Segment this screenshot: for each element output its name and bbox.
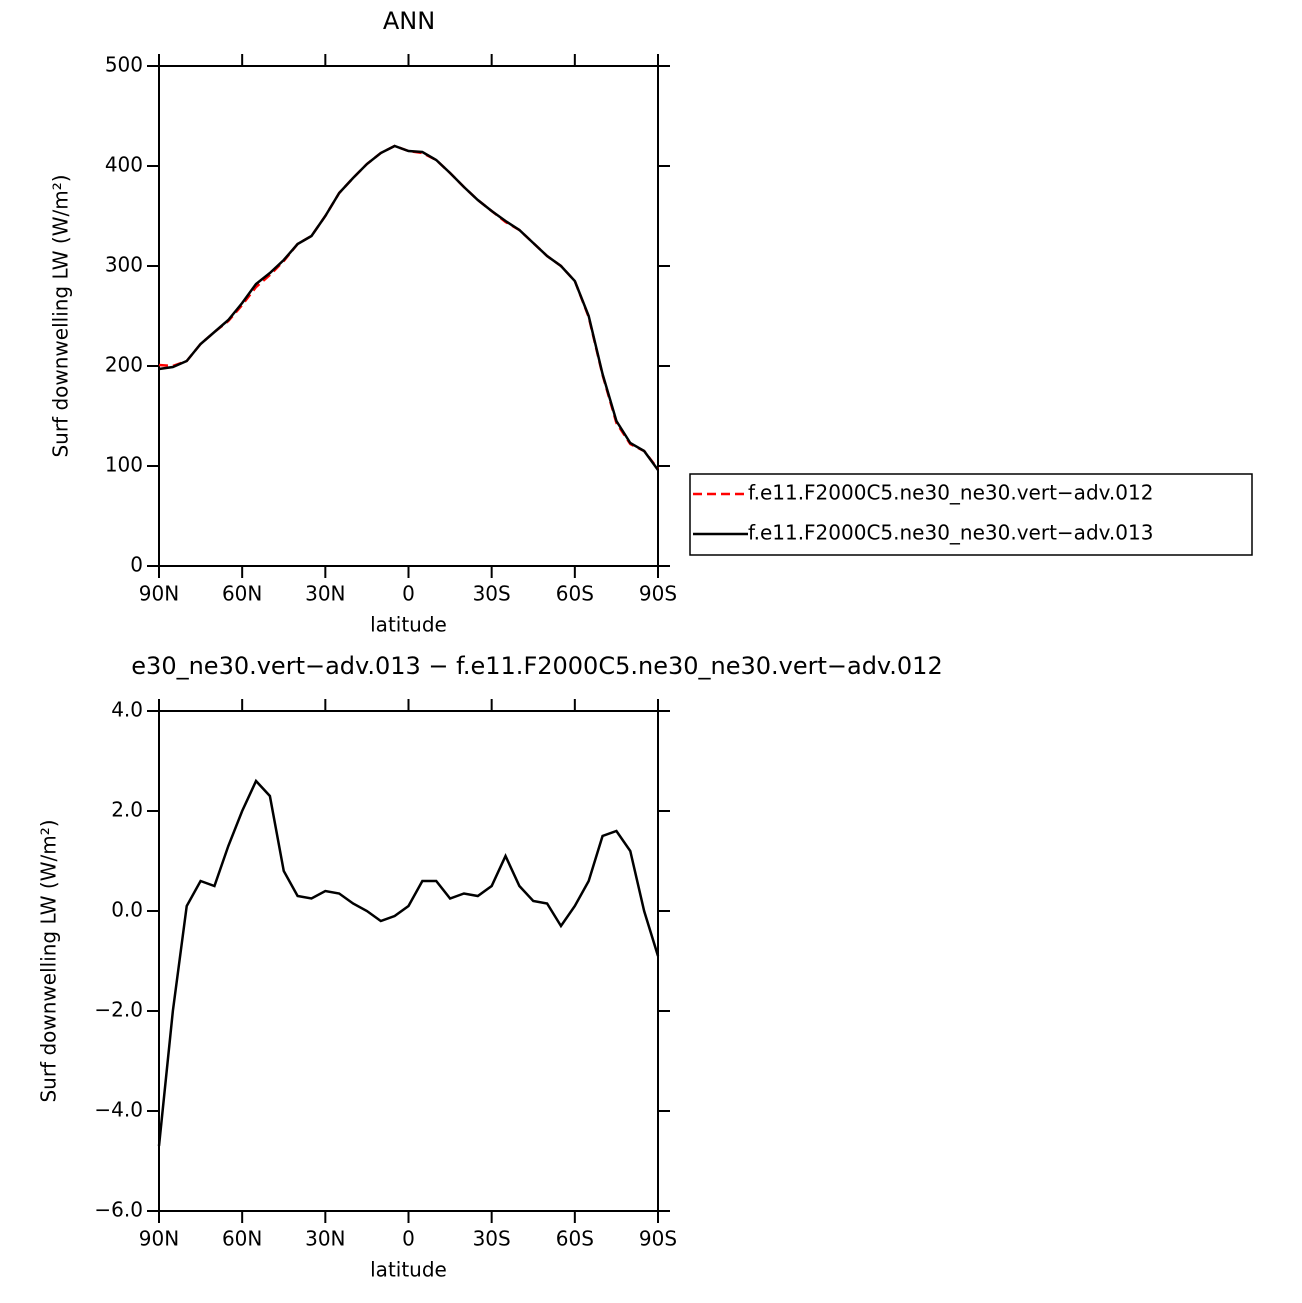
x-tick-label: 90N bbox=[139, 1227, 179, 1251]
x-tick-label: 30S bbox=[473, 1227, 511, 1251]
y-tick-label: 400 bbox=[105, 153, 143, 177]
legend-box bbox=[689, 473, 1253, 556]
y-tick-label: 4.0 bbox=[111, 698, 143, 722]
y-tick-label: 300 bbox=[105, 253, 143, 277]
x-tick-label: 60S bbox=[556, 582, 594, 606]
y-tick-label: 0 bbox=[130, 553, 143, 577]
y-tick-label: 2.0 bbox=[111, 798, 143, 822]
plot-frame bbox=[158, 710, 659, 1212]
y-tick-label: 100 bbox=[105, 453, 143, 477]
data-line bbox=[157, 778, 660, 1147]
x-tick-label: 0 bbox=[402, 582, 415, 606]
x-tick-label: 0 bbox=[402, 1227, 415, 1251]
y-tick-label: −6.0 bbox=[94, 1198, 143, 1222]
x-tick-label: 30S bbox=[473, 582, 511, 606]
legend-label: f.e11.F2000C5.ne30_ne30.vert−adv.013 bbox=[748, 521, 1153, 545]
x-axis-label: latitude bbox=[370, 1258, 447, 1282]
x-tick-label: 30N bbox=[305, 582, 345, 606]
x-tick-label: 90S bbox=[639, 1227, 677, 1251]
y-tick-label: 500 bbox=[105, 53, 143, 77]
x-tick-label: 60N bbox=[222, 582, 262, 606]
x-tick-label: 60S bbox=[556, 1227, 594, 1251]
y-tick-label: −2.0 bbox=[94, 998, 143, 1022]
y-tick-label: 200 bbox=[105, 353, 143, 377]
x-tick-label: 90S bbox=[639, 582, 677, 606]
y-tick-label: −4.0 bbox=[94, 1098, 143, 1122]
x-tick-label: 90N bbox=[139, 582, 179, 606]
y-axis-label: Surf downwelling LW (W/m²) bbox=[49, 174, 73, 457]
y-axis-label: Surf downwelling LW (W/m²) bbox=[37, 819, 61, 1102]
data-line bbox=[158, 144, 660, 471]
chart-title: ANN bbox=[383, 7, 435, 35]
y-tick-label: 0.0 bbox=[111, 898, 143, 922]
plot-frame bbox=[158, 65, 659, 567]
x-tick-label: 30N bbox=[305, 1227, 345, 1251]
x-axis-label: latitude bbox=[370, 613, 447, 637]
data-line bbox=[158, 144, 659, 470]
x-tick-label: 60N bbox=[222, 1227, 262, 1251]
legend-label: f.e11.F2000C5.ne30_ne30.vert−adv.012 bbox=[748, 481, 1153, 505]
chart-title: e30_ne30.vert−adv.013 − f.e11.F2000C5.ne… bbox=[131, 652, 942, 680]
